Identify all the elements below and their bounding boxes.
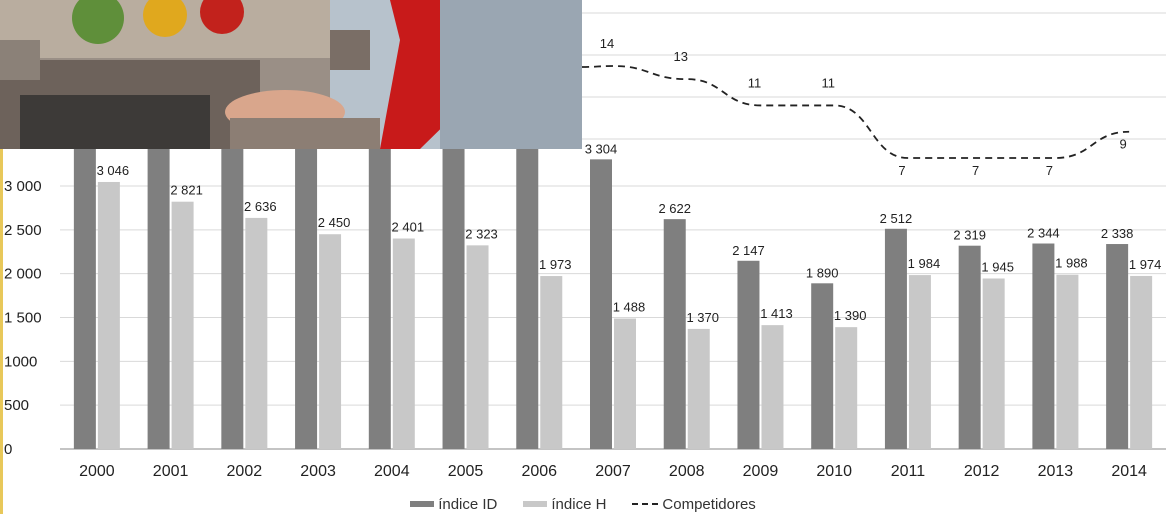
data-label-indice-id-2008: 2 622 [658,201,691,216]
bar-indice-h-2003 [319,234,342,449]
x-tick-label-2008: 2008 [669,463,705,480]
competidores-label-2008: 13 [673,49,687,64]
y-tick-label-2: 1000 [4,353,37,370]
x-tick-label-2014: 2014 [1111,463,1147,480]
data-label-indice-id-2014: 2 338 [1101,226,1134,241]
bar-indice-id-2011 [884,228,907,449]
legend-item-competidores: Competidores [632,495,756,513]
left-accent-bar [0,149,3,514]
bar-indice-h-2013 [1056,274,1079,449]
bar-indice-id-2009 [737,260,760,449]
kitchen-photo [0,0,582,149]
y-tick-label-0: 0 [4,441,12,458]
data-label-indice-h-2008: 1 370 [686,310,719,325]
data-label-indice-id-2011: 2 512 [880,211,913,226]
bar-indice-h-2005 [466,245,489,449]
data-label-indice-h-2011: 1 984 [908,256,941,271]
competidores-label-2009: 11 [748,75,762,90]
legend-item-indice-h: índice H [523,496,606,513]
competidores-label-2011: 7 [898,163,905,178]
data-label-indice-h-2014: 1 974 [1129,257,1162,272]
bar-indice-id-2007 [590,159,612,449]
data-label-indice-h-2009: 1 413 [760,306,793,321]
x-tick-label-2012: 2012 [964,463,1000,480]
data-label-indice-h-2010: 1 390 [834,308,867,323]
data-label-indice-h-2003: 2 450 [318,215,351,230]
x-tick-label-2005: 2005 [448,463,484,480]
legend-swatch-h [523,501,548,507]
bar-indice-h-2010 [835,327,858,449]
x-tick-label-2000: 2000 [79,463,115,480]
competidores-label-2007: 14 [600,36,614,51]
bar-indice-id-2008 [663,219,686,449]
legend-swatch-id [410,501,435,507]
data-label-indice-h-2001: 2 821 [170,183,203,198]
legend-swatch-competidores [632,503,659,505]
x-tick-label-2013: 2013 [1038,463,1074,480]
bar-indice-id-2006 [516,149,539,449]
data-label-indice-h-2005: 2 323 [465,226,498,241]
x-tick-label-2003: 2003 [300,463,336,480]
data-label-indice-h-2007: 1 488 [613,300,646,315]
bar-indice-id-2010 [811,283,834,449]
data-label-indice-h-2000: 3 046 [97,163,130,178]
bar-indice-id-2014 [1106,244,1129,449]
x-tick-label-2009: 2009 [743,463,779,480]
data-label-indice-h-2012: 1 945 [981,259,1014,274]
data-label-indice-id-2007: 3 304 [585,141,618,156]
data-label-indice-id-2013: 2 344 [1027,226,1060,241]
competidores-label-2013: 7 [1046,163,1053,178]
bar-indice-id-2001 [147,149,170,449]
bar-indice-h-2004 [392,238,415,449]
bar-indice-id-2004 [368,149,391,449]
bar-indice-h-2011 [908,275,931,449]
bar-indice-h-2008 [687,328,710,449]
chart-legend: índice ID índice H Competidores [0,494,1166,514]
bar-indice-h-2007 [614,318,636,449]
data-label-indice-id-2009: 2 147 [732,243,765,258]
competidores-line [581,65,1130,159]
bar-indice-h-2006 [540,276,563,449]
data-label-indice-h-2004: 2 401 [392,220,425,235]
bar-indice-h-2000 [97,181,120,449]
bar-indice-id-2003 [295,149,318,449]
data-label-indice-h-2006: 1 973 [539,257,572,272]
legend-label-id: índice ID [438,495,498,513]
competidores-label-2014: 9 [1120,137,1127,152]
y-tick-label-5: 2 500 [4,222,42,239]
x-tick-label-2010: 2010 [816,463,852,480]
bar-indice-id-2000 [73,149,96,449]
bar-indice-h-2014 [1130,275,1153,449]
legend-item-indice-id: índice ID [410,496,497,513]
y-tick-label-6: 3 000 [4,178,42,195]
bar-indice-h-2001 [171,201,194,449]
bar-indice-id-2013 [1032,243,1055,449]
legend-label-h: índice H [551,495,607,513]
x-tick-label-2002: 2002 [227,463,263,480]
x-tick-label-2011: 2011 [891,463,926,480]
x-tick-label-2001: 2001 [153,463,189,480]
x-tick-label-2007: 2007 [595,463,631,480]
data-label-indice-id-2010: 1 890 [806,265,839,280]
x-tick-label-2006: 2006 [521,463,557,480]
bar-indice-h-2009 [761,325,784,449]
competidores-label-2010: 11 [821,75,835,90]
y-tick-label-1: 500 [4,397,29,414]
bar-indice-id-2002 [221,149,244,449]
competidores-label-2012: 7 [972,163,979,178]
bar-indice-h-2002 [245,217,268,449]
bar-indice-id-2012 [958,245,981,449]
bar-indice-id-2005 [442,149,465,449]
bar-indice-h-2012 [982,278,1005,449]
data-label-indice-h-2002: 2 636 [244,199,277,214]
data-label-indice-id-2012: 2 319 [953,228,986,243]
x-tick-label-2004: 2004 [374,463,410,480]
legend-label-competidores: Competidores [662,495,756,513]
y-tick-label-4: 2 000 [4,266,42,283]
data-label-indice-h-2013: 1 988 [1055,256,1088,271]
y-tick-label-3: 1 500 [4,310,42,327]
